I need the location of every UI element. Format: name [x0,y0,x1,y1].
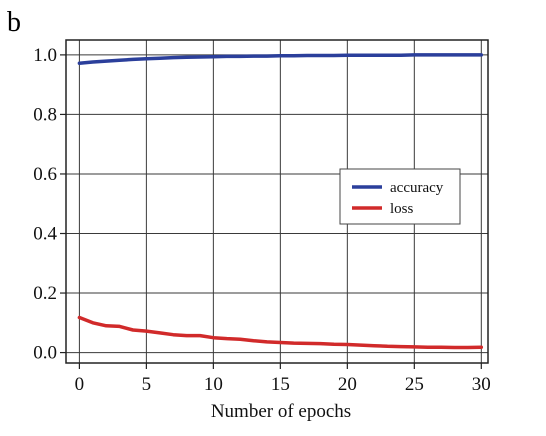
legend-label-accuracy: accuracy [390,180,444,196]
x-tick-label-3: 15 [271,374,290,395]
x-axis-label: Number of epochs [211,401,351,422]
y-tick-label-2: 0.4 [33,224,57,245]
legend-box [339,168,461,225]
x-tick-label-0: 0 [75,374,85,395]
x-tick-label-4: 20 [338,374,357,395]
legend: accuracy loss [339,168,461,225]
series-line-accuracy [77,53,484,65]
plot-frame [65,39,489,364]
legend-label-loss: loss [390,201,414,217]
x-tick-label-1: 5 [142,374,152,395]
x-tick-label-2: 10 [204,374,223,395]
y-tick-label-0: 0.0 [33,343,57,364]
x-tick-label-6: 30 [472,374,491,395]
series-line-loss [77,315,484,350]
y-tick-label-3: 0.6 [33,164,57,185]
plot-area: 0 5 10 15 20 25 30 0.0 0.2 0.4 0.6 0.8 1.0 Number of … [33,39,491,422]
panel-letter: b [7,7,21,38]
y-tick-label-5: 1.0 [33,45,57,66]
x-tick-label-5: 25 [405,374,424,395]
y-tick-label-1: 0.2 [33,283,57,304]
y-tick-label-4: 0.8 [33,104,57,125]
